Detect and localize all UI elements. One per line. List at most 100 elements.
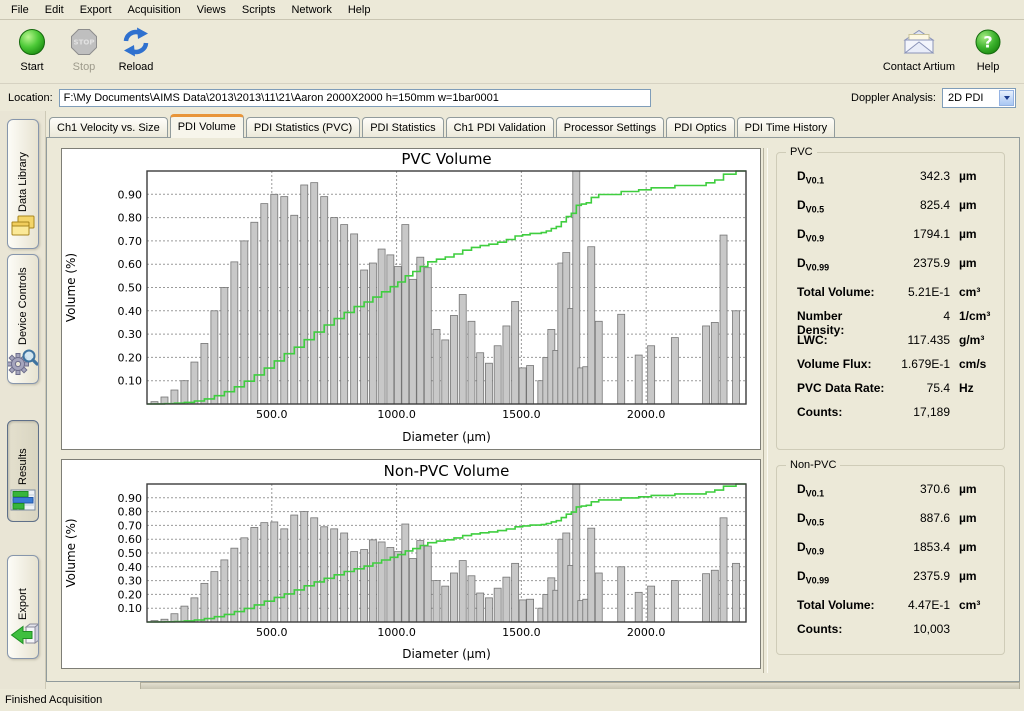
histogram-bar	[281, 529, 288, 622]
histogram-bar	[191, 362, 198, 404]
menu-views[interactable]: Views	[189, 1, 234, 19]
histogram-bar	[271, 522, 278, 622]
status-text: Finished Acquisition	[5, 694, 102, 706]
histogram-bar	[369, 540, 376, 622]
histogram-bar	[733, 311, 740, 404]
histogram-bar	[588, 528, 595, 622]
menu-acquisition[interactable]: Acquisition	[120, 1, 189, 19]
pvc-groupbox: PVCDV0.1342.3µmDV0.5825.4µmDV0.91794.1µm…	[776, 152, 1005, 450]
sidebar-tab-results[interactable]: Results	[7, 420, 39, 522]
histogram-bar	[341, 533, 348, 622]
start-button[interactable]: Start	[10, 25, 54, 74]
splitter[interactable]	[763, 148, 768, 673]
toolbar-left-group: StartSTOPStopReload	[10, 25, 158, 74]
histogram-bar	[671, 581, 678, 622]
tab-strip: Ch1 Velocity vs. SizePDI VolumePDI Stati…	[46, 111, 1020, 137]
stat-unit: µm	[950, 169, 992, 183]
tab-ch1-velocity-vs-size[interactable]: Ch1 Velocity vs. Size	[49, 117, 168, 137]
histogram-bar	[181, 381, 188, 404]
stat-label: DV0.9	[797, 540, 888, 556]
menu-file[interactable]: File	[3, 1, 37, 19]
stat-value: 2375.9	[888, 256, 950, 270]
histogram-bar	[321, 197, 328, 404]
down-arrow-glyph	[1004, 96, 1010, 100]
location-input[interactable]: F:\My Documents\AIMS Data\2013\2013\11\2…	[59, 89, 651, 107]
tab-pdi-volume[interactable]: PDI Volume	[170, 114, 244, 138]
tab-pdi-statistics-pvc[interactable]: PDI Statistics (PVC)	[246, 117, 360, 137]
main-area: Data Library Device Controls Results Export…	[0, 111, 1024, 689]
stat-unit: µm	[950, 569, 992, 583]
histogram-bar	[311, 518, 318, 622]
stat-value: 17,189	[888, 405, 950, 419]
menu-export[interactable]: Export	[72, 1, 120, 19]
histogram-bar	[417, 541, 424, 622]
menu-help[interactable]: Help	[340, 1, 379, 19]
stat-label: PVC Data Rate:	[797, 381, 888, 395]
histogram-bar	[595, 573, 602, 622]
stop-icon: STOP	[69, 26, 99, 58]
histogram-bar	[281, 197, 288, 404]
stat-value: 5.21E-1	[888, 285, 950, 299]
histogram-bar	[331, 218, 338, 404]
histogram-bar	[424, 268, 431, 404]
application-window: FileEditExportAcquisitionViewsScriptsNet…	[0, 0, 1024, 710]
stat-row-d-v0-9: DV0.91794.1µm	[797, 227, 992, 256]
tab-pdi-optics[interactable]: PDI Optics	[666, 117, 735, 137]
stat-value: 887.6	[888, 511, 950, 525]
stat-row-volume-flux: Volume Flux:1.679E-1cm/s	[797, 357, 992, 381]
stat-value: 342.3	[888, 169, 950, 183]
sidebar-tab-export[interactable]: Export	[7, 555, 39, 659]
x-axis-label: Diameter (µm)	[402, 430, 491, 444]
menu-scripts[interactable]: Scripts	[234, 1, 284, 19]
histogram-bar	[424, 546, 431, 622]
histogram-bar	[720, 518, 727, 622]
histogram-bar	[503, 577, 510, 622]
histogram-bar	[671, 338, 678, 404]
histogram-bar	[369, 263, 376, 404]
tab-pdi-statistics[interactable]: PDI Statistics	[362, 117, 443, 137]
stat-unit: µm	[950, 256, 992, 270]
tab-pdi-time-history[interactable]: PDI Time History	[737, 117, 836, 137]
toolbar: StartSTOPStopReload Contact Artium?Help	[0, 20, 1024, 84]
stat-value: 4.47E-1	[888, 598, 950, 612]
stat-row-total-volume: Total Volume:5.21E-1cm³	[797, 285, 992, 309]
start-icon	[17, 26, 47, 58]
menu-network[interactable]: Network	[283, 1, 339, 19]
histogram-bar	[450, 315, 457, 404]
contact-artium-button[interactable]: Contact Artium	[880, 25, 958, 74]
tab-processor-settings[interactable]: Processor Settings	[556, 117, 664, 137]
stat-unit: cm³	[950, 598, 992, 612]
histogram-bar	[291, 515, 298, 622]
reload-button[interactable]: Reload	[114, 25, 158, 74]
histogram-bar	[618, 567, 625, 622]
contact-artium-label: Contact Artium	[883, 61, 955, 73]
stat-label: Total Volume:	[797, 285, 888, 299]
help-button[interactable]: ?Help	[966, 25, 1010, 74]
folders-icon	[8, 214, 38, 248]
histogram-bar	[442, 340, 449, 404]
horizontal-scrollbar[interactable]	[140, 682, 1020, 689]
sidebar-tab-data-library[interactable]: Data Library	[7, 119, 39, 249]
stat-row-counts: Counts:10,003	[797, 622, 992, 646]
sidebar-tab-device-controls[interactable]: Device Controls	[7, 254, 39, 384]
svg-text:STOP: STOP	[74, 39, 95, 47]
stat-row-d-v0-9: DV0.91853.4µm	[797, 540, 992, 569]
histogram-bar	[588, 247, 595, 404]
stat-unit: 1/cm³	[950, 309, 992, 323]
non-pvc-groupbox-title: Non-PVC	[786, 459, 840, 471]
y-tick-label: 0.60	[118, 533, 143, 546]
doppler-analysis-select[interactable]: 2D PDI	[942, 88, 1016, 108]
histogram-bar	[494, 588, 501, 622]
stat-row-lwc: LWC:117.435g/m³	[797, 333, 992, 357]
histogram-bar	[351, 234, 358, 404]
histogram-bar	[301, 512, 308, 622]
status-bar: Finished Acquisition	[0, 689, 1024, 710]
tab-ch1-pdi-validation[interactable]: Ch1 PDI Validation	[446, 117, 554, 137]
stat-value: 825.4	[888, 198, 950, 212]
chevron-down-icon[interactable]	[999, 90, 1014, 106]
stat-row-d-v0-5: DV0.5825.4µm	[797, 198, 992, 227]
x-tick-label: 1500.0	[502, 626, 541, 639]
histogram-bar	[618, 314, 625, 404]
menu-edit[interactable]: Edit	[37, 1, 72, 19]
y-tick-label: 0.30	[118, 328, 143, 341]
